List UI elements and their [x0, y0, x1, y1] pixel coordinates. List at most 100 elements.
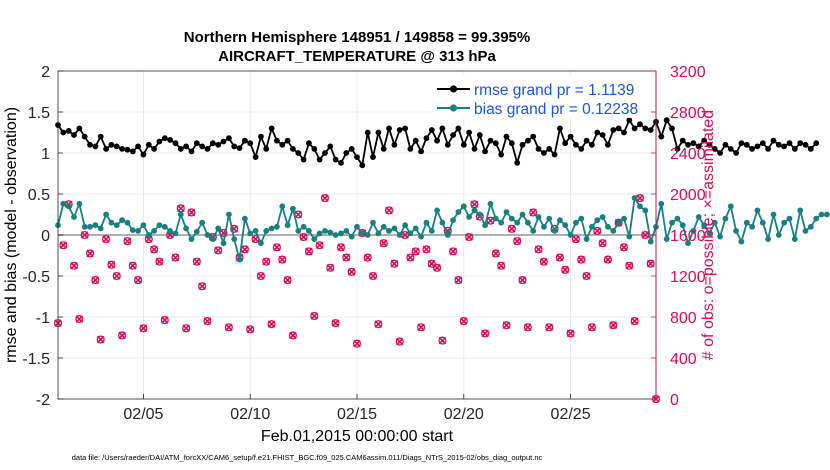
obs-possible-marker — [379, 239, 388, 248]
obs-assimilated-marker — [422, 245, 431, 254]
chart-title-line-2: AIRCRAFT_TEMPERATURE @ 313 hPa — [218, 48, 496, 65]
legend-box — [434, 74, 646, 118]
obs-possible-marker — [390, 259, 399, 268]
obs-possible-marker — [150, 245, 159, 254]
rmse-point — [514, 159, 521, 166]
rmse-point — [610, 127, 617, 133]
rmse-point — [599, 132, 606, 138]
rmse-point — [386, 125, 392, 132]
bias-point — [722, 215, 729, 222]
obs-possible-marker — [561, 265, 570, 274]
rmse-point — [637, 121, 643, 128]
bias-point — [690, 228, 697, 234]
rmse-point — [535, 146, 542, 152]
obs-possible-marker — [529, 208, 538, 217]
rmse-point — [87, 141, 93, 148]
obs-possible-marker — [182, 324, 191, 333]
obs-possible-marker — [614, 218, 623, 227]
bias-point — [391, 225, 398, 232]
obs-assimilated-marker — [588, 323, 596, 332]
obs-assimilated-marker — [262, 257, 270, 266]
bias-point — [637, 203, 643, 210]
obs-possible-marker — [288, 331, 297, 340]
y-right-tick-label: 2400 — [670, 146, 706, 163]
obs-assimilated-marker — [385, 206, 393, 215]
obs-assimilated-marker — [406, 253, 415, 262]
bias-point — [546, 215, 553, 222]
obs-assimilated-marker — [118, 331, 126, 340]
rmse-point — [546, 146, 553, 152]
obs-possible-marker — [123, 237, 132, 246]
obs-possible-marker — [80, 230, 89, 240]
rmse-point — [733, 150, 739, 156]
obs-possible-marker — [299, 233, 308, 242]
obs-possible-marker — [363, 253, 372, 262]
rmse-point — [701, 137, 707, 144]
rmse-point — [487, 137, 494, 144]
obs-possible-marker — [160, 316, 169, 325]
bias-point — [444, 232, 451, 238]
obs-possible-marker — [352, 339, 362, 348]
rmse-point — [642, 125, 649, 132]
rmse-point — [183, 143, 190, 150]
bias-point — [65, 203, 72, 210]
obs-assimilated-marker — [486, 216, 495, 225]
y-left-tick-label: 0.5 — [28, 187, 50, 204]
bias-point — [466, 214, 472, 220]
rmse-point — [306, 140, 312, 147]
obs-possible-marker — [272, 243, 281, 252]
rmse-point — [530, 133, 537, 140]
bias-point — [765, 236, 771, 243]
y-left-tick-label: 1 — [41, 146, 50, 163]
bias-point — [380, 223, 387, 230]
y-left-tick-label: 2 — [41, 64, 50, 81]
rmse-point — [226, 135, 232, 142]
obs-assimilated-marker — [134, 276, 142, 284]
bias-point — [279, 203, 286, 210]
obs-assimilated-marker — [395, 337, 404, 346]
rmse-point — [786, 140, 793, 147]
obs-assimilated-marker — [481, 329, 489, 338]
obs-assimilated-marker — [193, 257, 201, 266]
obs-assimilated-marker — [470, 200, 479, 209]
obs-possible-marker — [85, 249, 95, 258]
bias-point — [663, 236, 670, 243]
bias-point — [188, 236, 195, 243]
legend-rmse-marker — [449, 85, 458, 93]
rmse-point — [770, 137, 777, 144]
rmse-point — [263, 146, 270, 152]
bias-point — [695, 214, 702, 220]
obs-assimilated-marker — [289, 331, 297, 340]
obs-possible-marker — [59, 241, 68, 250]
obs-possible-marker — [262, 257, 271, 266]
rmse-point — [743, 141, 750, 148]
obs-possible-marker — [384, 206, 394, 215]
x-tick-label: 02/10 — [230, 406, 270, 423]
obs-assimilated-marker — [502, 321, 511, 329]
bias-point — [759, 219, 766, 226]
rmse-point — [145, 141, 152, 148]
obs-possible-marker — [539, 257, 548, 266]
obs-possible-marker — [347, 267, 356, 276]
obs-assimilated-marker — [337, 243, 345, 252]
bias-point — [706, 230, 713, 237]
legend-bias-marker — [449, 104, 458, 112]
obs-assimilated-marker — [86, 249, 94, 258]
bias-point — [375, 230, 382, 237]
rmse-point — [674, 146, 681, 152]
bias-point — [685, 240, 691, 247]
obs-possible-marker — [465, 233, 474, 242]
obs-assimilated-marker — [630, 317, 639, 325]
rmse-point — [113, 143, 120, 150]
bias-point — [621, 215, 627, 222]
obs-possible-marker — [523, 323, 532, 332]
bias-point — [541, 223, 547, 230]
obs-assimilated-marker — [363, 253, 372, 262]
obs-possible-marker — [203, 317, 212, 326]
obs-assimilated-marker — [102, 235, 110, 243]
obs-possible-marker — [491, 249, 500, 258]
bias-point — [770, 211, 777, 218]
y-right-tick-label: 400 — [670, 351, 697, 368]
bias-point — [402, 222, 408, 229]
rmse-point — [364, 129, 371, 136]
